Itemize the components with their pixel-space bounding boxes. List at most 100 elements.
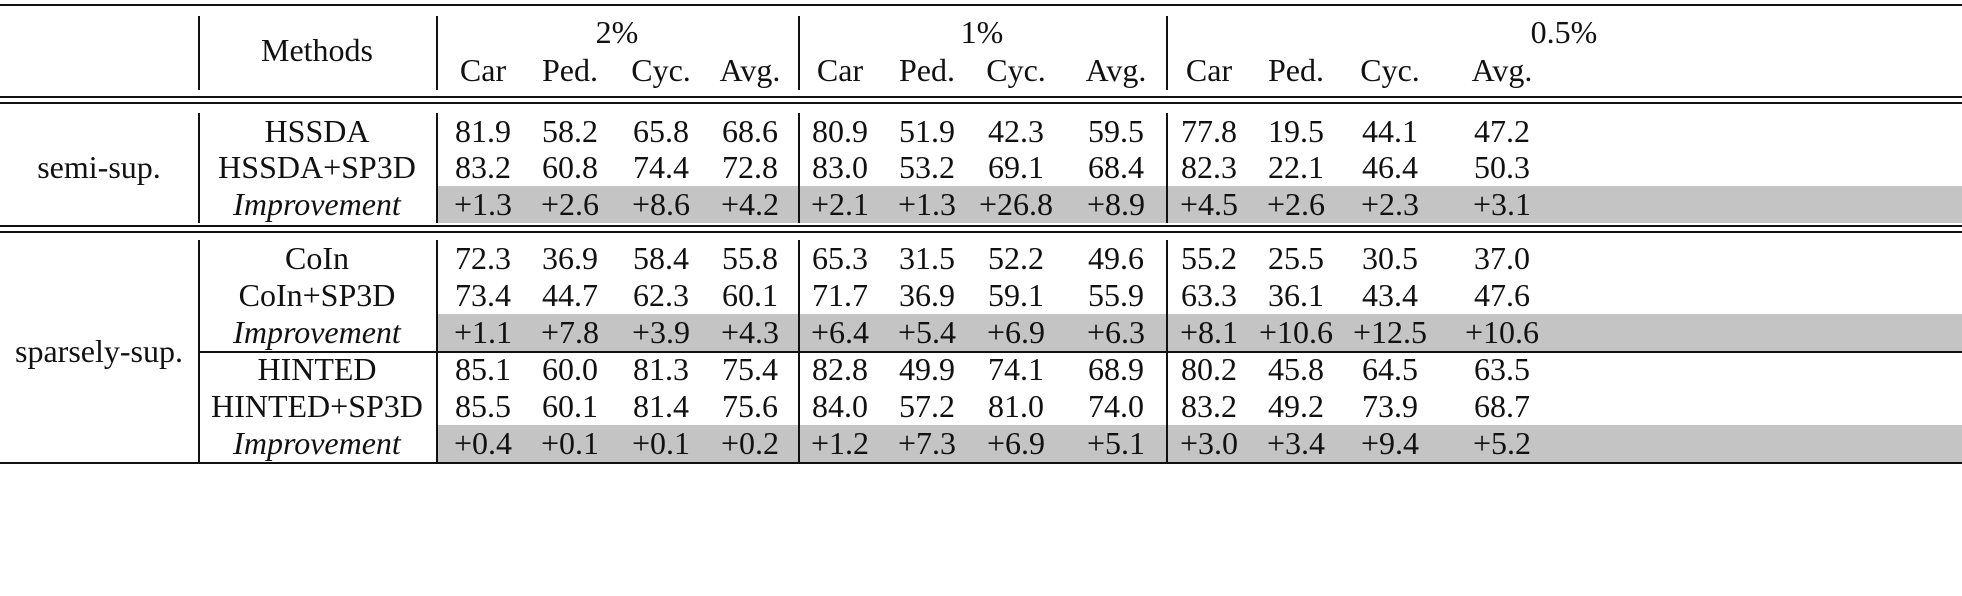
column-divider xyxy=(436,16,438,90)
table-cell: +6.9 xyxy=(986,314,1046,350)
table-cell: 58.2 xyxy=(542,113,598,149)
table-cell: +4.5 xyxy=(1179,186,1239,222)
table-cell: +0.1 xyxy=(540,425,600,461)
table-cell: +1.2 xyxy=(810,425,870,461)
table-cell: 81.4 xyxy=(633,388,689,424)
table-cell: +6.3 xyxy=(1086,314,1146,350)
table-cell: 25.5 xyxy=(1268,240,1324,276)
improvement-shade xyxy=(437,185,1962,223)
method-name: Improvement xyxy=(233,186,401,222)
table-cell: +2.6 xyxy=(1266,186,1326,222)
table-cell: +2.3 xyxy=(1360,186,1420,222)
table-cell: +12.5 xyxy=(1352,314,1428,350)
table-cell: 37.0 xyxy=(1474,240,1530,276)
table-cell: 50.3 xyxy=(1474,149,1530,185)
column-header: Cyc. xyxy=(631,52,691,88)
column-divider xyxy=(198,16,200,90)
table-cell: 59.1 xyxy=(988,277,1044,313)
table-cell: 45.8 xyxy=(1268,351,1324,387)
section-rule-2 xyxy=(0,231,1962,233)
table-cell: +10.6 xyxy=(1464,314,1540,350)
table-cell: +4.3 xyxy=(720,314,780,350)
table-cell: 75.6 xyxy=(722,388,778,424)
table-cell: 82.8 xyxy=(812,351,868,387)
table-cell: 46.4 xyxy=(1362,149,1418,185)
table-cell: 80.9 xyxy=(812,113,868,149)
table-cell: 83.2 xyxy=(1181,388,1237,424)
method-name: HSSDA xyxy=(264,113,370,149)
table-cell: 60.1 xyxy=(722,277,778,313)
table-cell: 51.9 xyxy=(899,113,955,149)
table-cell: 44.7 xyxy=(542,277,598,313)
column-header: Avg. xyxy=(719,52,781,88)
column-divider xyxy=(1166,240,1168,462)
table-cell: 68.4 xyxy=(1088,149,1144,185)
table-cell: 74.4 xyxy=(633,149,689,185)
table-cell: 55.8 xyxy=(722,240,778,276)
column-divider xyxy=(198,240,200,462)
table-cell: 44.1 xyxy=(1362,113,1418,149)
table-cell: 75.4 xyxy=(722,351,778,387)
table-cell: +26.8 xyxy=(978,186,1054,222)
table-cell: 62.3 xyxy=(633,277,689,313)
table-cell: +0.2 xyxy=(720,425,780,461)
table-cell: +0.1 xyxy=(631,425,691,461)
method-name: HINTED+SP3D xyxy=(211,388,423,424)
column-header: Cyc. xyxy=(1360,52,1420,88)
method-name: HSSDA+SP3D xyxy=(218,149,416,185)
table-cell: 81.9 xyxy=(455,113,511,149)
table-cell: 47.2 xyxy=(1474,113,1530,149)
column-divider xyxy=(798,113,800,223)
section-label: sparsely-sup. xyxy=(15,332,183,369)
column-header: Car xyxy=(816,52,864,88)
table-cell: +6.9 xyxy=(986,425,1046,461)
table-cell: 69.1 xyxy=(988,149,1044,185)
table-cell: 63.3 xyxy=(1181,277,1237,313)
table-cell: +1.3 xyxy=(897,186,957,222)
column-divider xyxy=(798,240,800,462)
table-cell: 82.3 xyxy=(1181,149,1237,185)
table-cell: +3.9 xyxy=(631,314,691,350)
table-cell: 72.8 xyxy=(722,149,778,185)
table-cell: +1.1 xyxy=(453,314,513,350)
table-cell: 60.1 xyxy=(542,388,598,424)
table-cell: 83.0 xyxy=(812,149,868,185)
table-cell: 68.7 xyxy=(1474,388,1530,424)
column-header: Ped. xyxy=(899,52,955,88)
table-cell: +2.1 xyxy=(810,186,870,222)
table-cell: 22.1 xyxy=(1268,149,1324,185)
table-cell: 81.0 xyxy=(988,388,1044,424)
table-cell: 80.2 xyxy=(1181,351,1237,387)
section-label: semi-sup. xyxy=(37,149,161,185)
improvement-shade xyxy=(437,313,1962,351)
method-name: CoIn+SP3D xyxy=(238,277,396,313)
group-header: 2% xyxy=(595,14,639,50)
table-cell: 85.5 xyxy=(455,388,511,424)
table-cell: 55.2 xyxy=(1181,240,1237,276)
table-cell: 68.9 xyxy=(1088,351,1144,387)
table-cell: +3.1 xyxy=(1472,186,1532,222)
header-rule-1 xyxy=(0,96,1962,98)
table-cell: 84.0 xyxy=(812,388,868,424)
table-cell: +6.4 xyxy=(810,314,870,350)
table-cell: 71.7 xyxy=(812,277,868,313)
table-cell: +7.8 xyxy=(540,314,600,350)
table-cell: 74.0 xyxy=(1088,388,1144,424)
column-header: Car xyxy=(459,52,507,88)
method-name: HINTED xyxy=(257,351,377,387)
table-cell: 36.9 xyxy=(899,277,955,313)
table-cell: 63.5 xyxy=(1474,351,1530,387)
table-cell: 60.0 xyxy=(542,351,598,387)
table-cell: 72.3 xyxy=(455,240,511,276)
column-header: Ped. xyxy=(1268,52,1324,88)
bottom-rule xyxy=(0,462,1962,464)
table-cell: 83.2 xyxy=(455,149,511,185)
table-cell: +7.3 xyxy=(897,425,957,461)
table-cell: 49.9 xyxy=(899,351,955,387)
column-divider xyxy=(1166,113,1168,223)
column-header: Ped. xyxy=(542,52,598,88)
table-cell: 81.3 xyxy=(633,351,689,387)
table-cell: 30.5 xyxy=(1362,240,1418,276)
table-cell: 42.3 xyxy=(988,113,1044,149)
